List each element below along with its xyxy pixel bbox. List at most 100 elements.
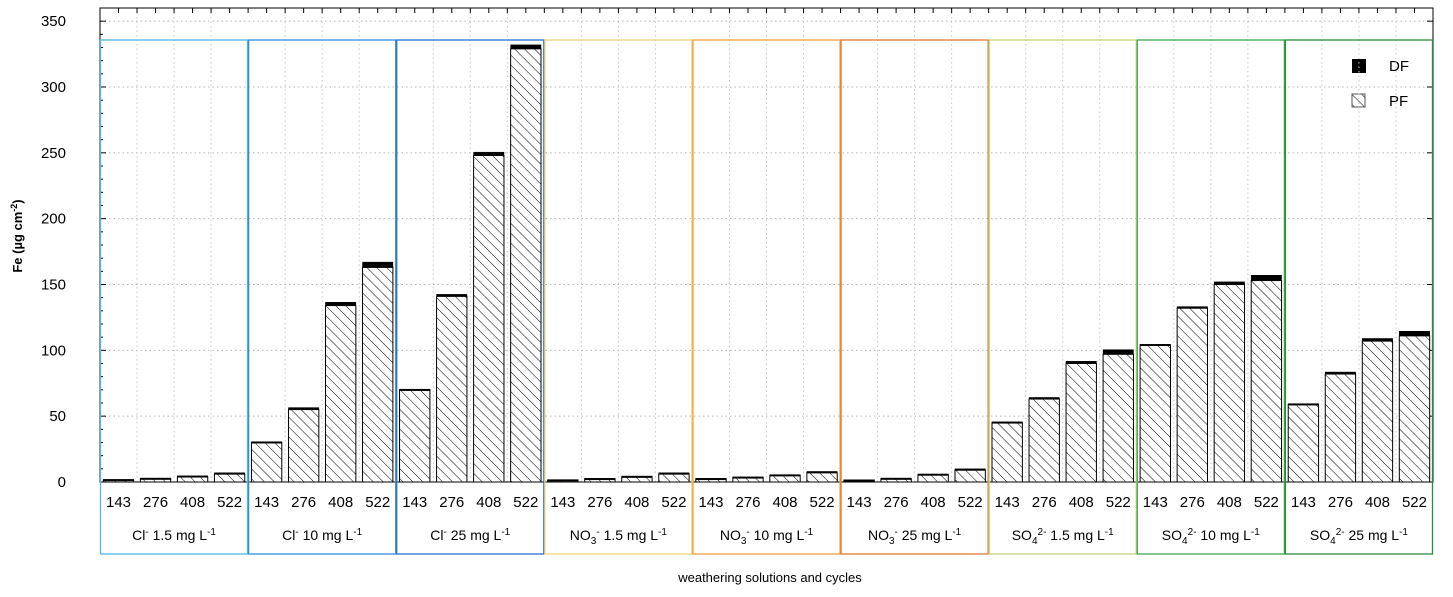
bar-df (325, 302, 357, 306)
cycle-tick-label: 276 (1032, 494, 1057, 511)
bar-df (1362, 338, 1393, 342)
bar-df (1102, 349, 1134, 355)
bar-df (103, 479, 134, 482)
group-box (99, 39, 249, 555)
cycle-tick-label: 522 (1254, 494, 1279, 511)
cycle-tick-label: 276 (291, 494, 316, 511)
group-box (396, 39, 545, 555)
bar-df (584, 478, 616, 481)
cycle-tick-label: 276 (884, 494, 909, 511)
cycle-tick-label: 143 (1291, 494, 1316, 511)
bar-pf (324, 305, 357, 483)
cycle-tick-label: 522 (513, 494, 538, 511)
bar-df (954, 468, 986, 471)
y-tick-label: 0 (58, 474, 66, 491)
group-box (1284, 39, 1434, 555)
bar-pf (954, 469, 986, 483)
bar-pf (399, 389, 431, 483)
bar-df (1399, 330, 1430, 337)
bar-pf (1065, 363, 1097, 483)
cycle-tick-label: 143 (550, 494, 575, 511)
bar-df (436, 294, 468, 297)
group-label: Cl- 10 mg L-1 (282, 527, 362, 543)
cycle-tick-label: 143 (995, 494, 1020, 511)
bar-df (140, 477, 171, 480)
cycle-tick-label: 522 (217, 494, 242, 511)
bar-df (769, 474, 801, 477)
bar-pf (991, 422, 1023, 483)
bar-df (806, 471, 838, 474)
cycle-tick-label: 408 (328, 494, 353, 511)
bar-df (621, 475, 653, 478)
bar-df (1324, 371, 1356, 375)
cycle-tick-label: 408 (1365, 494, 1390, 511)
bar-df (510, 44, 542, 50)
cycle-tick-label: 408 (180, 494, 205, 511)
cycle-tick-label: 143 (402, 494, 427, 511)
y-tick-label: 100 (41, 342, 66, 359)
bar-pf (1213, 284, 1246, 483)
bar-pf (806, 472, 838, 483)
cycle-tick-label: 408 (624, 494, 649, 511)
cycle-tick-label: 276 (143, 494, 168, 511)
bar-pf (287, 409, 320, 483)
y-tick-label: 200 (41, 211, 66, 228)
bar-df (1287, 403, 1319, 406)
cycle-tick-label: 408 (921, 494, 946, 511)
group-label: Cl- 1.5 mg L-1 (132, 527, 216, 543)
bar-df (399, 388, 431, 391)
bar-pf (362, 266, 394, 483)
group-box (840, 39, 989, 555)
y-tick-label: 150 (41, 277, 66, 294)
bar-df (695, 478, 727, 481)
group-label: SO42- 25 mg L-1 (1310, 527, 1409, 547)
bar-pf (917, 474, 949, 483)
bar-pf (1176, 307, 1209, 483)
legend: DF PF (1351, 58, 1409, 110)
bar-pf (1324, 373, 1357, 483)
bar-pf (473, 154, 505, 483)
cycle-tick-label: 143 (106, 494, 131, 511)
bar-df (1028, 397, 1060, 400)
bar-df (362, 261, 394, 268)
bar-df (251, 441, 283, 444)
group-label: Cl- 25 mg L-1 (430, 527, 510, 543)
cycle-tick-label: 522 (810, 494, 835, 511)
bar-pf (250, 442, 283, 483)
bar-pf (1398, 335, 1431, 483)
bar-df (547, 479, 579, 482)
bar-df (658, 472, 690, 475)
bar-df (1176, 306, 1208, 309)
bar-df (1250, 275, 1282, 281)
group-box (544, 39, 693, 555)
cycle-tick-label: 143 (847, 494, 872, 511)
bar-df (288, 407, 320, 410)
bar-pf (510, 48, 542, 483)
y-axis-title: Fe (µg cm-2) (9, 199, 25, 272)
bar-pf (658, 473, 690, 483)
cycle-tick-label: 522 (661, 494, 686, 511)
bar-pf (436, 295, 468, 483)
group-label: NO3- 10 mg L-1 (720, 527, 814, 547)
cycle-tick-label: 522 (1106, 494, 1131, 511)
group-label: SO42- 1.5 mg L-1 (1012, 527, 1114, 547)
cycle-tick-label: 522 (365, 494, 390, 511)
bar-pf (1287, 403, 1320, 483)
cycle-tick-label: 276 (1328, 494, 1353, 511)
cycle-tick-label: 408 (1069, 494, 1094, 511)
cycle-tick-label: 522 (958, 494, 983, 511)
y-tick-label: 300 (41, 79, 66, 96)
legend-swatch-pf (1351, 93, 1366, 108)
group-label: NO3- 1.5 mg L-1 (570, 527, 668, 547)
bar-pf (1139, 344, 1171, 483)
cycle-tick-label: 408 (1217, 494, 1242, 511)
y-tick-label: 350 (41, 13, 66, 30)
bar-pf (1250, 280, 1283, 483)
bar-pf (213, 473, 246, 483)
x-axis-title: weathering solutions and cycles (677, 570, 862, 585)
bar-df (1213, 281, 1245, 285)
group-label: SO42- 10 mg L-1 (1162, 527, 1261, 547)
group-box (988, 39, 1137, 555)
cycle-tick-label: 276 (587, 494, 612, 511)
